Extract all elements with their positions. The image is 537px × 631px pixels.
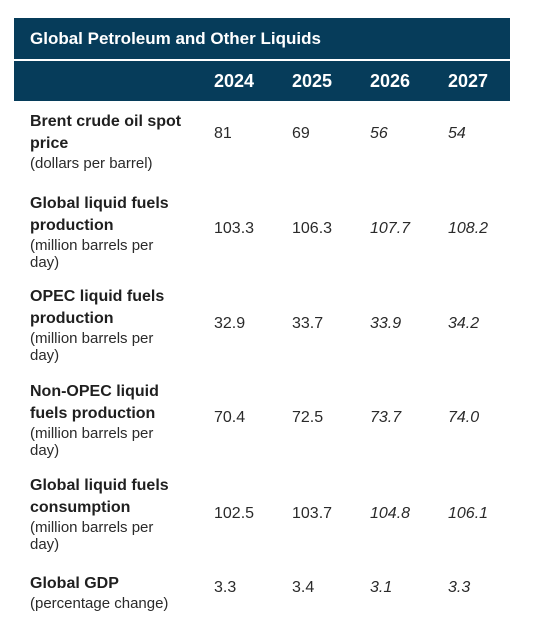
row-label-cell: Global GDP (percentage change) xyxy=(14,573,214,612)
value-2027: 74.0 xyxy=(448,409,480,426)
row-unit: (million barrels per day) xyxy=(30,330,154,364)
value-2025: 106.3 xyxy=(292,220,333,237)
value-2027: 106.1 xyxy=(448,505,489,522)
row-unit: (percentage change) xyxy=(30,595,169,612)
value-2027: 34.2 xyxy=(448,315,480,332)
table-row-global-gdp: Global GDP (percentage change) 3.3 3.4 3… xyxy=(14,571,510,623)
year-header-2025: 2025 xyxy=(292,70,333,91)
row-unit: (million barrels per day) xyxy=(30,237,154,271)
row-label: Global liquid fuels consumption xyxy=(30,477,169,516)
value-2024: 81 xyxy=(214,125,232,142)
year-header-2027: 2027 xyxy=(448,70,489,91)
year-header-2024: 2024 xyxy=(214,70,255,91)
row-label-cell: Global liquid fuels consumption (million… xyxy=(14,475,214,553)
value-2025: 69 xyxy=(292,125,310,142)
row-label-cell: Global liquid fuels production (million … xyxy=(14,193,214,271)
value-2024: 103.3 xyxy=(214,220,255,237)
row-label-cell: OPEC liquid fuels production (million ba… xyxy=(14,286,214,364)
table-row-global-consumption: Global liquid fuels consumption (million… xyxy=(14,475,510,571)
year-header-2026: 2026 xyxy=(370,70,411,91)
value-2027: 108.2 xyxy=(448,220,489,237)
table-title: Global Petroleum and Other Liquids xyxy=(30,28,321,48)
row-label-cell: Non-OPEC liquid fuels production (millio… xyxy=(14,381,214,459)
table-row-brent: Brent crude oil spot price (dollars per … xyxy=(14,101,510,185)
value-2026: 33.9 xyxy=(370,315,402,332)
value-2026: 3.1 xyxy=(370,579,393,596)
row-label: Global GDP xyxy=(30,575,119,592)
value-2024: 70.4 xyxy=(214,409,246,426)
value-2024: 32.9 xyxy=(214,315,246,332)
liquids-table: Global Petroleum and Other Liquids 2024 … xyxy=(14,18,510,623)
value-2025: 33.7 xyxy=(292,315,324,332)
row-label: Non-OPEC liquid fuels production xyxy=(30,383,159,422)
row-label: Global liquid fuels production xyxy=(30,195,169,234)
row-label: Brent crude oil spot price xyxy=(30,113,182,152)
row-label-cell: Brent crude oil spot price (dollars per … xyxy=(14,111,214,172)
row-label: OPEC liquid fuels production xyxy=(30,288,165,327)
value-2026: 73.7 xyxy=(370,409,402,426)
table-row-opec-production: OPEC liquid fuels production (million ba… xyxy=(14,284,510,379)
value-2026: 107.7 xyxy=(370,220,411,237)
row-unit: (million barrels per day) xyxy=(30,519,154,553)
row-unit: (million barrels per day) xyxy=(30,425,154,459)
value-2024: 3.3 xyxy=(214,579,237,596)
value-2027: 54 xyxy=(448,125,466,142)
table-row-global-production: Global liquid fuels production (million … xyxy=(14,185,510,284)
value-2025: 72.5 xyxy=(292,409,324,426)
row-unit: (dollars per barrel) xyxy=(30,155,153,172)
value-2026: 104.8 xyxy=(370,505,411,522)
table-row-non-opec-production: Non-OPEC liquid fuels production (millio… xyxy=(14,379,510,475)
value-2027: 3.3 xyxy=(448,579,471,596)
value-2026: 56 xyxy=(370,125,388,142)
value-2025: 3.4 xyxy=(292,579,315,596)
value-2024: 102.5 xyxy=(214,505,255,522)
value-2025: 103.7 xyxy=(292,505,333,522)
year-header-row: 2024 2025 2026 2027 xyxy=(14,61,510,101)
table-title-bar: Global Petroleum and Other Liquids xyxy=(14,18,510,61)
